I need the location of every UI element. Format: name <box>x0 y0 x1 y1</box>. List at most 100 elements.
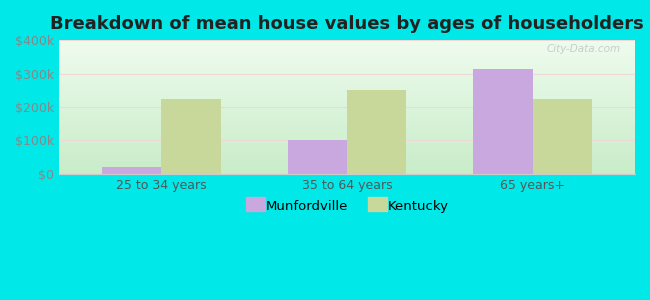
Bar <box>287 140 347 174</box>
Bar <box>59 78 635 79</box>
Bar <box>59 136 635 137</box>
Bar <box>59 98 635 99</box>
Bar <box>59 159 635 160</box>
Bar <box>59 112 635 113</box>
Bar <box>59 120 635 121</box>
Bar <box>59 169 635 170</box>
Bar <box>59 160 635 161</box>
Bar <box>59 114 635 115</box>
Bar <box>59 163 635 164</box>
Bar <box>59 126 635 127</box>
Bar <box>59 102 635 103</box>
Bar <box>59 82 635 83</box>
Bar <box>347 90 406 174</box>
Bar <box>59 95 635 96</box>
Bar <box>59 108 635 109</box>
Bar <box>59 173 635 174</box>
Bar <box>59 42 635 43</box>
Bar <box>59 172 635 173</box>
Bar <box>59 123 635 124</box>
Bar <box>59 97 635 98</box>
Bar <box>59 79 635 80</box>
Bar <box>59 76 635 77</box>
Bar <box>59 144 635 145</box>
Bar <box>59 51 635 52</box>
Bar <box>59 140 635 141</box>
Bar <box>59 62 635 63</box>
Bar <box>59 115 635 116</box>
Bar <box>59 125 635 126</box>
Bar <box>59 52 635 53</box>
Bar <box>59 122 635 123</box>
Bar <box>59 168 635 169</box>
Bar <box>59 116 635 117</box>
Bar <box>59 70 635 71</box>
Bar <box>59 92 635 93</box>
Bar <box>59 155 635 156</box>
Bar <box>59 141 635 142</box>
Bar <box>59 49 635 50</box>
Text: City-Data.com: City-Data.com <box>547 44 621 54</box>
Bar <box>59 68 635 69</box>
Bar <box>59 113 635 114</box>
Bar <box>59 161 635 162</box>
Bar <box>59 48 635 49</box>
Legend: Munfordville, Kentucky: Munfordville, Kentucky <box>240 194 454 218</box>
Bar <box>59 50 635 51</box>
Title: Breakdown of mean house values by ages of householders: Breakdown of mean house values by ages o… <box>50 15 644 33</box>
Bar <box>59 63 635 64</box>
Bar <box>59 137 635 138</box>
Bar <box>59 46 635 47</box>
Bar <box>59 99 635 100</box>
Bar <box>59 128 635 129</box>
Bar <box>59 129 635 130</box>
Bar <box>59 105 635 106</box>
Bar <box>59 135 635 136</box>
Bar <box>59 53 635 54</box>
Bar <box>59 75 635 76</box>
Bar <box>59 164 635 165</box>
Bar <box>59 59 635 60</box>
Bar <box>59 90 635 91</box>
Bar <box>59 156 635 157</box>
Bar <box>59 93 635 94</box>
Bar <box>59 130 635 131</box>
Bar <box>59 151 635 152</box>
Bar <box>59 142 635 143</box>
Bar <box>59 143 635 144</box>
Bar <box>59 138 635 139</box>
Bar <box>473 68 533 174</box>
Bar <box>59 154 635 155</box>
Bar <box>59 150 635 151</box>
Bar <box>59 96 635 97</box>
Bar <box>59 86 635 87</box>
Bar <box>59 124 635 125</box>
Bar <box>59 84 635 85</box>
Bar <box>59 104 635 105</box>
Bar <box>59 80 635 81</box>
Bar <box>59 147 635 148</box>
Bar <box>59 88 635 89</box>
Bar <box>59 146 635 147</box>
Bar <box>59 85 635 86</box>
Bar <box>59 148 635 149</box>
Bar <box>59 145 635 146</box>
Bar <box>59 66 635 67</box>
Bar <box>59 170 635 171</box>
Bar <box>59 57 635 58</box>
Bar <box>59 132 635 133</box>
Bar <box>59 152 635 153</box>
Bar <box>59 61 635 62</box>
Bar <box>59 61 635 62</box>
Bar <box>59 131 635 132</box>
Bar <box>59 40 635 41</box>
Bar <box>533 99 592 174</box>
Bar <box>59 56 635 57</box>
Bar <box>59 162 635 163</box>
Bar <box>59 103 635 104</box>
Bar <box>59 149 635 150</box>
Bar <box>59 81 635 82</box>
Bar <box>59 171 635 172</box>
Bar <box>59 167 635 168</box>
Bar <box>59 153 635 154</box>
